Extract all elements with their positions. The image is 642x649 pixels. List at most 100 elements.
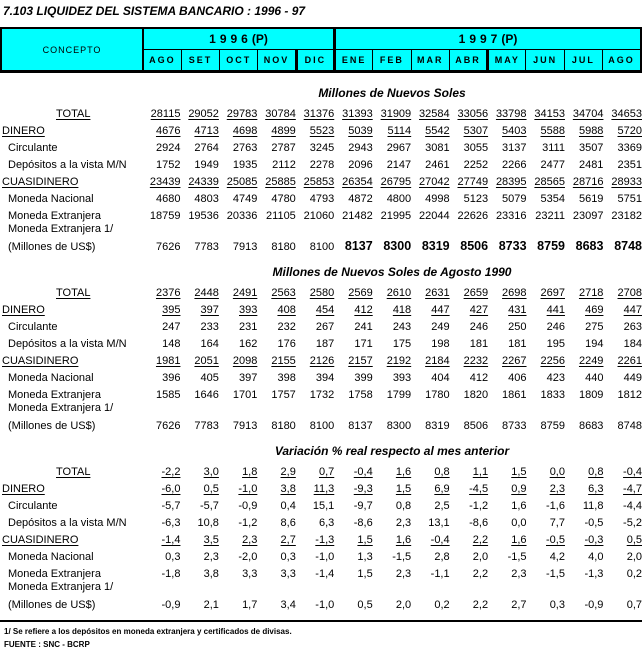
cell-value: 34704 xyxy=(572,108,604,120)
cell-value: 29052 xyxy=(188,108,219,120)
cell-value: 1646 xyxy=(194,389,219,401)
cell-value: 184 xyxy=(623,338,642,350)
table-row: DINERO -6,0 0,5 -1,0 3,8 11,3 -9,3 1,5 6,9 -4,5 0,… xyxy=(0,478,642,495)
cell-value: 23097 xyxy=(572,210,604,222)
cell: 404 xyxy=(411,367,449,384)
cell-value: 1,6 xyxy=(511,500,527,512)
cell: 399 xyxy=(334,367,372,384)
cell-value: 2267 xyxy=(502,355,527,367)
cell: 23182 xyxy=(603,205,642,222)
cell-value: 1585 xyxy=(155,389,181,401)
cell-value: 0,3 xyxy=(165,551,181,563)
cell-value: 8506 xyxy=(463,420,489,432)
cell-value: 4780 xyxy=(271,193,296,205)
cell-value: 2580 xyxy=(309,287,335,299)
year-1997-suffix: (P) xyxy=(501,32,518,46)
cell-value: 243 xyxy=(392,321,412,333)
cell: 2,3 xyxy=(180,546,219,563)
cell-value: -4,5 xyxy=(469,483,489,495)
cell-value: -1,2 xyxy=(469,500,489,512)
cell-value: 246 xyxy=(546,321,565,333)
cell-value: 28716 xyxy=(572,176,604,188)
data-table-body: Millones de Nuevos Soles TOTAL 28115 29052 2… xyxy=(0,74,642,611)
cell: 5619 xyxy=(565,188,603,205)
cell: 25853 xyxy=(296,171,335,188)
cell-value: 2924 xyxy=(155,142,181,154)
cell-value: 164 xyxy=(200,338,219,350)
cell: 7626 xyxy=(142,236,180,253)
cell: 15,1 xyxy=(296,495,334,512)
cell: 2249 xyxy=(565,350,603,367)
cell-value: 181 xyxy=(469,338,489,350)
cell: 1,6 xyxy=(373,461,411,478)
cell: 5523 xyxy=(296,120,334,137)
table-row: (Millones de US$) 7626 7783 7913 8180 8100 813… xyxy=(0,415,642,432)
cell: 3507 xyxy=(565,137,603,154)
cell xyxy=(488,222,526,236)
cell-value: 0,9 xyxy=(511,483,527,495)
cell: 0,3 xyxy=(142,546,180,563)
cell: 2112 xyxy=(257,154,296,171)
cell: 23211 xyxy=(527,205,565,222)
cell-value: 423 xyxy=(546,372,565,384)
cell xyxy=(411,222,449,236)
cell-value: 398 xyxy=(277,372,296,384)
cell-value: 2763 xyxy=(232,142,258,154)
cell-value: 6,3 xyxy=(318,517,335,529)
cell-value: 1757 xyxy=(271,389,296,401)
cell-value: 2,8 xyxy=(434,551,450,563)
cell-value: 4800 xyxy=(386,193,412,205)
cell: 8733 xyxy=(488,415,526,432)
table-row: CUASIDINERO -1,4 3,5 2,3 2,7 -1,3 1,5 1,6 -0,4 2,… xyxy=(0,529,642,546)
cell-value: 469 xyxy=(585,304,604,316)
cell-value: 395 xyxy=(162,304,181,316)
cell-value: 4676 xyxy=(155,125,181,137)
cell-value: 2477 xyxy=(540,159,565,171)
cell: 1,5 xyxy=(334,529,372,546)
cell: 31393 xyxy=(334,103,373,120)
cell: 148 xyxy=(142,333,180,350)
cell: 8683 xyxy=(565,415,603,432)
cell-value: 4899 xyxy=(271,125,296,137)
cell: 447 xyxy=(603,299,642,316)
cell: 5307 xyxy=(450,120,488,137)
cell-value: 1935 xyxy=(232,159,258,171)
cell: 3081 xyxy=(411,137,449,154)
cell: 8137 xyxy=(334,415,372,432)
page-title: 7.103 LIQUIDEZ DEL SISTEMA BANCARIO : 19… xyxy=(3,4,306,18)
cell-value: 23316 xyxy=(495,210,527,222)
row-label-cell: TOTAL xyxy=(0,461,142,478)
cell: 6,3 xyxy=(565,478,603,495)
cell: 3,3 xyxy=(219,563,257,580)
cell-value: 2,0 xyxy=(395,599,412,611)
cell: 398 xyxy=(257,367,295,384)
row-label-cell: Circulante xyxy=(0,316,142,333)
cell-value: 2249 xyxy=(578,355,604,367)
cell-value: 21105 xyxy=(266,210,296,222)
cell-value: 2126 xyxy=(309,355,335,367)
cell-value: 33056 xyxy=(457,108,489,120)
cell: 2232 xyxy=(450,350,488,367)
cell: 0,2 xyxy=(603,563,642,580)
cell: 1752 xyxy=(142,154,180,171)
month-header-jun-10: JUN xyxy=(525,49,565,72)
cell-value: 2764 xyxy=(194,142,219,154)
cell-value: 1,5 xyxy=(511,466,527,478)
cell: 2,8 xyxy=(411,546,449,563)
cell-value: -1,0 xyxy=(315,599,335,611)
cell-value: 2563 xyxy=(271,287,296,299)
cell-value: 5403 xyxy=(502,125,527,137)
cell: 1,5 xyxy=(334,563,372,580)
cell: 8748 xyxy=(603,236,642,253)
cell-value: 0,8 xyxy=(588,466,604,478)
cell-value: 5619 xyxy=(578,193,604,205)
cell-value: 7913 xyxy=(232,241,258,253)
cell-value: 2,2 xyxy=(472,568,489,580)
cell: 2,0 xyxy=(450,546,488,563)
cell-value: -0,3 xyxy=(584,534,604,546)
month-header-ago-12: AGO xyxy=(602,49,642,72)
cell-value: 0,2 xyxy=(626,568,642,580)
row-label-cell: Moneda Extranjera xyxy=(0,205,142,222)
cell: -0,9 xyxy=(219,495,257,512)
cell xyxy=(257,580,295,594)
